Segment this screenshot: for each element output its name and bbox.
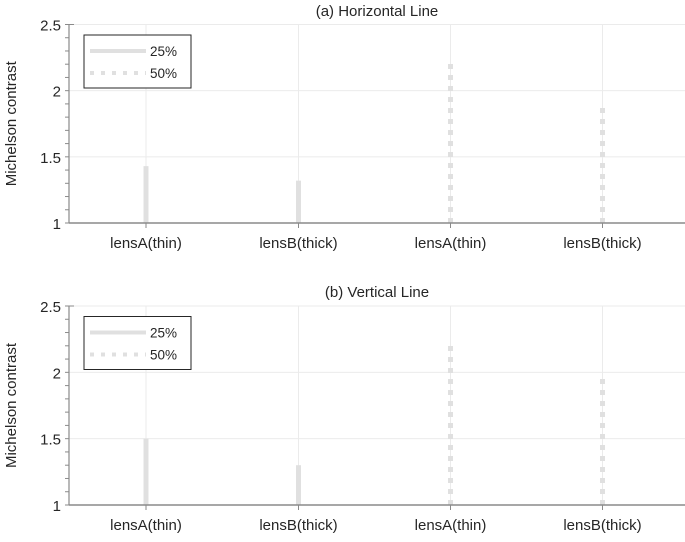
x-tick-label: lensB(thick) bbox=[259, 517, 337, 534]
y-tick-label: 2 bbox=[53, 84, 61, 101]
legend-box bbox=[83, 34, 192, 89]
legend-label: 50% bbox=[150, 348, 177, 363]
x-tick-label: lensA(thin) bbox=[110, 517, 182, 534]
y-tick-label: 1 bbox=[53, 498, 61, 515]
y-tick-label: 2.5 bbox=[40, 299, 61, 316]
legend: 25%50% bbox=[83, 34, 192, 89]
y-axis-label: Michelson contrast bbox=[3, 60, 20, 186]
chart-title: (b) Vertical Line bbox=[325, 284, 429, 301]
chart-title: (a) Horizontal Line bbox=[316, 3, 439, 20]
y-tick-label: 2 bbox=[53, 365, 61, 382]
x-tick-label: lensB(thick) bbox=[259, 235, 337, 252]
x-tick-label: lensA(thin) bbox=[415, 235, 487, 252]
chart-panel-a: 1 1.5 2 2.5 lensA(thin) lensB(thick) lensA(thi… bbox=[3, 3, 685, 252]
legend-box bbox=[83, 316, 192, 370]
y-tick-label: 1.5 bbox=[40, 432, 61, 449]
y-axis-label: Michelson contrast bbox=[3, 342, 20, 468]
y-tick-label: 1 bbox=[53, 216, 61, 233]
legend-label: 25% bbox=[150, 44, 177, 59]
y-tick-label: 2.5 bbox=[40, 18, 61, 35]
x-tick-label: lensA(thin) bbox=[415, 517, 487, 534]
legend-label: 25% bbox=[150, 326, 177, 341]
chart-panel-b: 1 1.5 2 2.5 lensA(thin) lensB(thick) lensA(thi… bbox=[3, 284, 685, 534]
x-tick-label: lensB(thick) bbox=[563, 517, 641, 534]
legend-label: 50% bbox=[150, 66, 177, 81]
legend: 25%50% bbox=[83, 316, 192, 370]
y-tick-label: 1.5 bbox=[40, 150, 61, 167]
x-tick-label: lensA(thin) bbox=[110, 235, 182, 252]
x-tick-label: lensB(thick) bbox=[563, 235, 641, 252]
